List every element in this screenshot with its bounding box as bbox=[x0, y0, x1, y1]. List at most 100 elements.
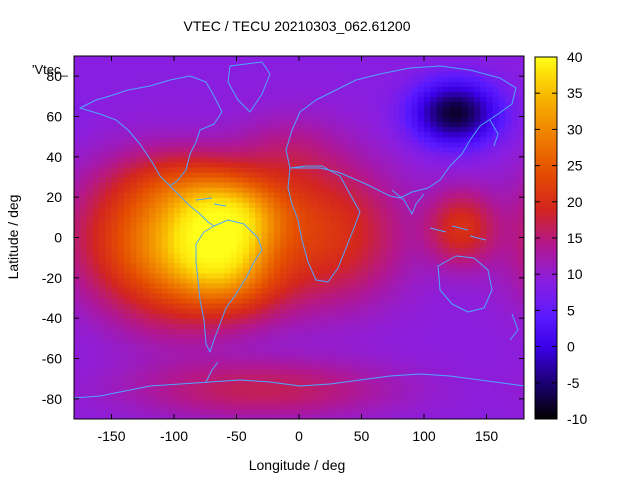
heatmap-cell bbox=[342, 343, 350, 350]
heatmap-cell bbox=[330, 252, 338, 259]
heatmap-cell bbox=[205, 91, 213, 97]
heatmap-cell bbox=[130, 323, 138, 329]
heatmap-cell bbox=[86, 272, 94, 279]
heatmap-cell bbox=[280, 247, 288, 254]
heatmap-cell bbox=[161, 101, 169, 108]
heatmap-cell bbox=[355, 217, 363, 223]
heatmap-cell bbox=[274, 177, 281, 183]
heatmap-cell bbox=[205, 383, 213, 390]
heatmap-cell bbox=[349, 207, 356, 213]
heatmap-cell bbox=[455, 126, 463, 133]
heatmap-cell bbox=[99, 81, 106, 87]
heatmap-cell bbox=[74, 171, 81, 178]
heatmap-cell bbox=[380, 222, 388, 229]
heatmap-cell bbox=[399, 207, 406, 213]
heatmap-cell bbox=[80, 408, 88, 415]
heatmap-cell bbox=[492, 247, 500, 254]
heatmap-cell bbox=[305, 252, 313, 259]
heatmap-cell bbox=[186, 408, 194, 415]
heatmap-cell bbox=[149, 182, 156, 188]
heatmap-cell bbox=[180, 187, 188, 193]
heatmap-cell bbox=[449, 237, 456, 244]
heatmap-cell bbox=[474, 151, 481, 158]
heatmap-cell bbox=[324, 277, 331, 284]
heatmap-cell bbox=[361, 212, 369, 218]
heatmap-cell bbox=[99, 373, 106, 380]
heatmap-cell bbox=[374, 378, 381, 385]
heatmap-cell bbox=[311, 363, 319, 370]
heatmap-cell bbox=[99, 207, 106, 213]
heatmap-cell bbox=[511, 121, 519, 128]
heatmap-cell bbox=[386, 323, 394, 329]
heatmap-cell bbox=[180, 298, 188, 304]
heatmap-cell bbox=[242, 403, 250, 410]
heatmap-cell bbox=[355, 166, 363, 173]
heatmap-cell bbox=[492, 257, 500, 264]
heatmap-cell bbox=[117, 292, 125, 299]
heatmap-cell bbox=[311, 187, 319, 193]
heatmap-cell bbox=[167, 262, 175, 269]
heatmap-cell bbox=[467, 166, 475, 173]
heatmap-cell bbox=[205, 358, 213, 365]
heatmap-cell bbox=[105, 368, 113, 375]
heatmap-cell bbox=[511, 202, 519, 208]
heatmap-cell bbox=[492, 358, 500, 365]
heatmap-cell bbox=[161, 318, 169, 324]
heatmap-cell bbox=[267, 177, 275, 183]
heatmap-cell bbox=[149, 358, 156, 365]
heatmap-cell bbox=[311, 408, 319, 415]
heatmap-cell bbox=[236, 192, 244, 198]
heatmap-cell bbox=[155, 217, 163, 223]
heatmap-cell bbox=[505, 343, 513, 350]
heatmap-cell bbox=[417, 363, 425, 370]
heatmap-cell bbox=[236, 303, 244, 309]
heatmap-cell bbox=[205, 318, 213, 324]
heatmap-cell bbox=[386, 318, 394, 324]
heatmap-cell bbox=[180, 81, 188, 87]
heatmap-cell bbox=[467, 328, 475, 334]
heatmap-cell bbox=[424, 298, 431, 304]
heatmap-cell bbox=[480, 267, 488, 274]
heatmap-cell bbox=[80, 156, 88, 163]
heatmap-cell bbox=[342, 328, 350, 334]
heatmap-cell bbox=[80, 378, 88, 385]
heatmap-cell bbox=[274, 237, 281, 244]
heatmap-cell bbox=[430, 282, 438, 289]
heatmap-cell bbox=[342, 96, 350, 102]
heatmap-cell bbox=[199, 343, 206, 350]
heatmap-cell bbox=[249, 383, 256, 390]
heatmap-cell bbox=[124, 328, 131, 334]
heatmap-cell bbox=[80, 126, 88, 133]
heatmap-cell bbox=[74, 343, 81, 350]
heatmap-cell bbox=[455, 166, 463, 173]
heatmap-cell bbox=[230, 303, 238, 309]
heatmap-cell bbox=[486, 156, 494, 163]
heatmap-cell bbox=[230, 166, 238, 173]
heatmap-cell bbox=[92, 298, 100, 304]
heatmap-cell bbox=[117, 187, 125, 193]
heatmap-cell bbox=[105, 91, 113, 97]
heatmap-cell bbox=[274, 413, 281, 419]
heatmap-cell bbox=[461, 378, 469, 385]
heatmap-cell bbox=[211, 368, 219, 375]
heatmap-cell bbox=[392, 156, 400, 163]
heatmap-cell bbox=[349, 277, 356, 284]
heatmap-cell bbox=[274, 171, 281, 178]
heatmap-cell bbox=[324, 232, 331, 239]
heatmap-cell bbox=[280, 378, 288, 385]
heatmap-cell bbox=[399, 71, 406, 77]
heatmap-cell bbox=[330, 272, 338, 279]
heatmap-cell bbox=[242, 348, 250, 355]
heatmap-cell bbox=[324, 287, 331, 294]
heatmap-cell bbox=[274, 343, 281, 350]
heatmap-cell bbox=[305, 303, 313, 309]
heatmap-cell bbox=[167, 318, 175, 324]
heatmap-cell bbox=[111, 403, 119, 410]
heatmap-cell bbox=[380, 368, 388, 375]
heatmap-cell bbox=[242, 66, 250, 72]
heatmap-cell bbox=[399, 156, 406, 163]
heatmap-cell bbox=[499, 393, 506, 400]
heatmap-cell bbox=[467, 116, 475, 123]
heatmap-cell bbox=[211, 308, 219, 314]
heatmap-cell bbox=[361, 272, 369, 279]
